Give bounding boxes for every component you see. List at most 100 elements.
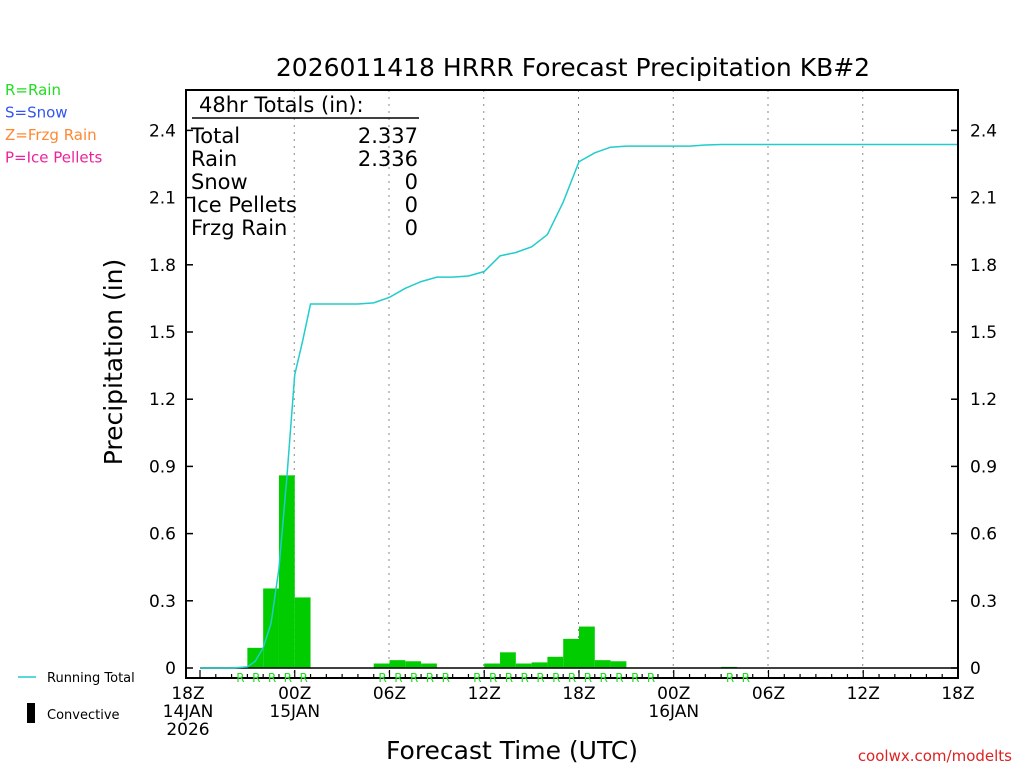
precip-bar <box>373 663 390 668</box>
rain-marker: R <box>394 671 402 685</box>
x-tick-label: 00Z <box>278 684 311 704</box>
rain-marker: R <box>647 671 655 685</box>
totals-header: 48hr Totals (in): <box>199 93 364 117</box>
totals-row-value: 0 <box>405 170 418 194</box>
precip-bar <box>484 663 501 668</box>
y-tick-label-right: 1.5 <box>970 323 997 343</box>
precip-bar <box>515 663 532 668</box>
precip-bar <box>579 626 595 668</box>
rain-marker: R <box>410 671 418 685</box>
y-tick-label-left: 1.8 <box>149 256 176 276</box>
rain-marker: R <box>284 671 292 685</box>
rain-marker: R <box>378 671 386 685</box>
x-tick-label: 16JAN <box>648 702 699 722</box>
precip-type-legend-item: S=Snow <box>5 104 68 122</box>
rain-marker: R <box>568 671 576 685</box>
x-tick-label: 18Z <box>562 684 595 704</box>
x-tick-label: 18Z <box>171 684 204 704</box>
credit-text: coolwx.com/modelts <box>858 747 1012 765</box>
running-total-legend-label: Running Total <box>47 671 135 686</box>
precip-bar <box>389 660 406 668</box>
precip-bar <box>531 662 548 668</box>
y-tick-label-right: 2.1 <box>970 189 997 209</box>
y-tick-label-right: 1.2 <box>970 390 997 410</box>
precip-bar <box>563 638 579 668</box>
x-tick-label: 12Z <box>847 684 880 704</box>
rain-marker: R <box>600 671 608 685</box>
running-total-line <box>200 143 958 669</box>
totals-row-value: 2.336 <box>358 147 418 171</box>
totals-box: 48hr Totals (in): Total 2.337 Rain 2.336 Sno… <box>190 93 419 240</box>
y-axis-ticks: 0 00.3 0.30.6 0.60.9 0.91.2 1.21.5 1.51.8 1.82.… <box>149 121 997 679</box>
rain-marker: R <box>552 671 560 685</box>
rain-marker: R <box>426 671 434 685</box>
rain-marker: R <box>236 671 244 685</box>
precip-bar <box>278 475 295 668</box>
plot-frame <box>185 89 959 679</box>
x-tick-label: 2026 <box>166 720 209 740</box>
y-axis-label: Precipitation (in) <box>99 259 128 466</box>
rain-marker: R <box>299 671 307 685</box>
totals-rows: Total 2.337 Rain 2.336 Snow 0 Ice Pellets 0 Frzg… <box>190 124 418 240</box>
bottom-legend: Running Total Convective <box>18 671 135 723</box>
y-tick-label-right: 0.3 <box>970 592 997 612</box>
precip-bar <box>421 663 437 668</box>
y-tick-label-right: 0.6 <box>970 525 997 545</box>
y-tick-label-right: 0.9 <box>970 457 997 477</box>
rain-marker: R <box>489 671 497 685</box>
rain-marker: R <box>442 671 450 685</box>
rain-marker: R <box>536 671 544 685</box>
y-tick-label-left: 1.2 <box>149 390 176 410</box>
rain-marker: R <box>584 671 592 685</box>
rain-marker: R <box>252 671 260 685</box>
rain-marker: R <box>268 671 276 685</box>
x-tick-label: 06Z <box>752 684 785 704</box>
rain-marker: R <box>521 671 529 685</box>
grid-lines <box>293 90 864 678</box>
totals-row-value: 2.337 <box>358 124 418 148</box>
x-axis-label: Forecast Time (UTC) <box>386 736 638 765</box>
precip-bars <box>247 475 737 668</box>
rain-marker: R <box>742 671 750 685</box>
precip-bar <box>263 588 279 668</box>
y-tick-label-left: 0.9 <box>149 457 176 477</box>
y-tick-label-left: 0.6 <box>149 525 176 545</box>
precip-bar <box>247 647 264 668</box>
y-tick-label-left: 0 <box>165 659 176 679</box>
y-tick-label-right: 0 <box>970 659 981 679</box>
x-tick-label: 06Z <box>373 684 406 704</box>
y-tick-label-right: 2.4 <box>970 121 997 141</box>
y-tick-label-left: 2.1 <box>149 189 176 209</box>
precip-bar <box>500 652 516 668</box>
precip-bar <box>405 661 422 668</box>
precip-type-legend-item: R=Rain <box>5 81 61 99</box>
running-total-polyline <box>200 143 958 669</box>
precip-type-legend-item: Z=Frzg Rain <box>5 126 97 144</box>
precip-bar <box>294 597 311 668</box>
x-tick-label: 14JAN <box>163 702 214 722</box>
precip-type-legend: R=Rain S=Snow Z=Frzg Rain P=Ice Pellets <box>5 81 102 167</box>
y-tick-label-left: 2.4 <box>149 121 176 141</box>
convective-legend-label: Convective <box>47 708 120 723</box>
chart-title: 2026011418 HRRR Forecast Precipitation K… <box>276 53 870 82</box>
totals-row-label: Total <box>190 124 240 148</box>
precip-type-legend-item: P=Ice Pellets <box>5 149 102 167</box>
rain-marker: R <box>631 671 639 685</box>
rain-marker: R <box>473 671 481 685</box>
y-tick-label-right: 1.8 <box>970 256 997 276</box>
y-tick-label-left: 0.3 <box>149 592 176 612</box>
rain-marker: R <box>726 671 734 685</box>
totals-row-label: Frzg Rain <box>191 216 287 240</box>
precip-bar <box>547 656 564 668</box>
totals-row-label: Rain <box>191 147 237 171</box>
totals-row-value: 0 <box>405 216 418 240</box>
totals-row-value: 0 <box>405 193 418 217</box>
totals-row-label: Ice Pellets <box>191 193 297 217</box>
precip-bar <box>594 660 611 668</box>
convective-legend-swatch <box>27 703 35 723</box>
x-tick-label: 12Z <box>468 684 501 704</box>
rain-marker: R <box>505 671 513 685</box>
x-tick-label: 15JAN <box>269 702 320 722</box>
